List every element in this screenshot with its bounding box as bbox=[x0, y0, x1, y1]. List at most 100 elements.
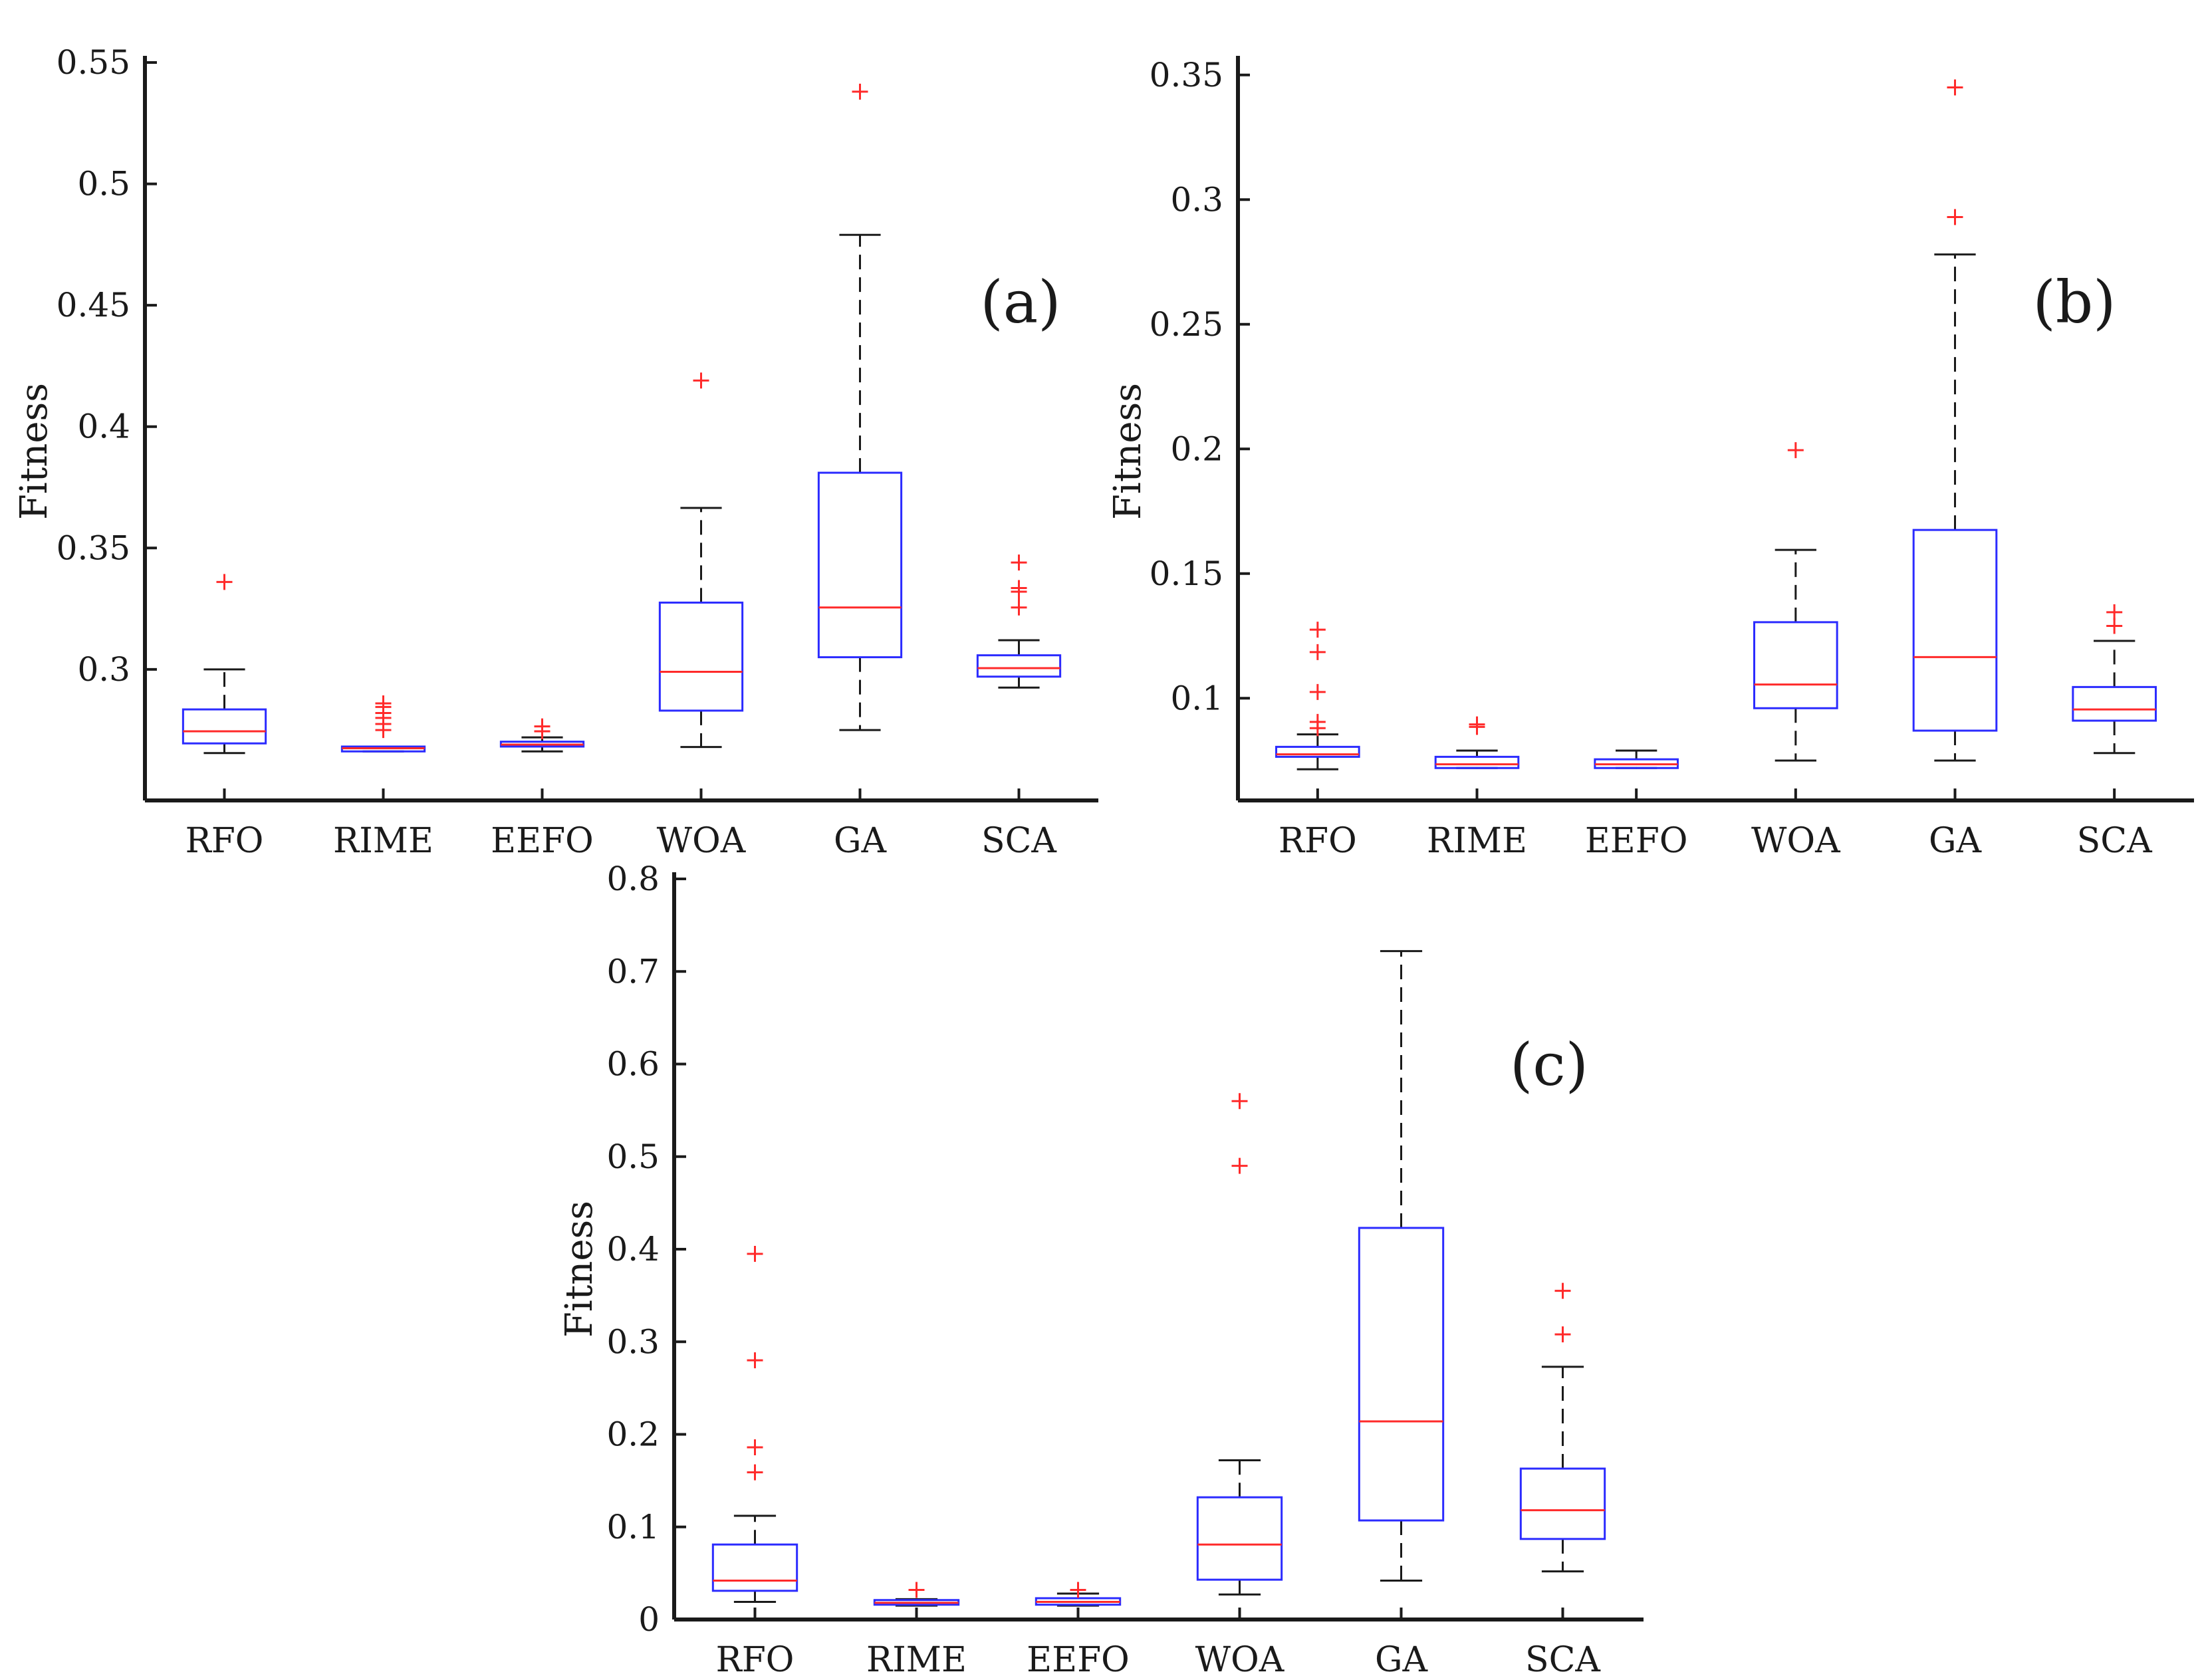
box-eefo bbox=[1594, 749, 1679, 769]
y-axis-label: Fitness bbox=[558, 1201, 601, 1338]
y-tick-label: 0.35 bbox=[1150, 56, 1223, 94]
panel-b: 0.1 0.15 0.2 0.25 0.3 0.35 Fitness (b) RFO RIME EE… bbox=[1106, 56, 2194, 861]
box-rfo bbox=[182, 574, 267, 755]
outlier-marker bbox=[1231, 1157, 1248, 1174]
x-tick-label: WOA bbox=[1195, 1640, 1285, 1680]
outlier-marker bbox=[747, 1439, 763, 1455]
x-tick-label: WOA bbox=[1751, 821, 1841, 861]
y-tick-label: 0.1 bbox=[1170, 679, 1223, 717]
outlier-marker bbox=[747, 1464, 763, 1481]
outlier-marker bbox=[1309, 622, 1326, 638]
y-tick-label: 0.45 bbox=[57, 286, 130, 324]
outlier-marker bbox=[1231, 1093, 1248, 1110]
iqr-box bbox=[1358, 1227, 1445, 1522]
x-tick-label: RIME bbox=[1427, 821, 1527, 861]
y-axis-label: Fitness bbox=[13, 383, 56, 520]
box-rfo bbox=[711, 1245, 798, 1604]
box-rime bbox=[340, 695, 426, 753]
outlier-marker bbox=[534, 718, 550, 735]
iqr-box bbox=[1912, 529, 1998, 732]
box-ga bbox=[817, 83, 903, 731]
x-tick-label: RFO bbox=[716, 1640, 795, 1680]
box-woa bbox=[658, 372, 744, 749]
iqr-box bbox=[1196, 1496, 1283, 1581]
panel-label: (b) bbox=[2033, 268, 2116, 336]
outlier-marker bbox=[908, 1582, 925, 1598]
outlier-marker bbox=[1554, 1282, 1571, 1299]
y-tick-label: 0.3 bbox=[1170, 180, 1223, 219]
box-rime bbox=[1434, 716, 1520, 769]
y-tick-label: 0.7 bbox=[606, 952, 660, 991]
outlier-marker bbox=[375, 695, 392, 711]
box-eefo bbox=[1035, 1582, 1122, 1607]
iqr-box bbox=[711, 1543, 798, 1592]
outlier-marker bbox=[1011, 580, 1027, 596]
y-tick-label: 0.3 bbox=[606, 1322, 660, 1361]
x-tick-label: GA bbox=[1929, 821, 1983, 861]
outlier-marker bbox=[1787, 442, 1804, 459]
panel-label: (c) bbox=[1510, 1030, 1588, 1099]
outlier-marker bbox=[693, 372, 709, 389]
outlier-marker bbox=[747, 1352, 763, 1369]
box-ga bbox=[1912, 79, 1998, 762]
outlier-marker bbox=[1309, 644, 1326, 660]
x-tick-label: SCA bbox=[2077, 821, 2153, 861]
x-tick-label: RIME bbox=[333, 821, 433, 861]
outlier-marker bbox=[1011, 599, 1027, 616]
x-tick-label: EEFO bbox=[491, 821, 594, 861]
box-sca bbox=[1519, 1282, 1606, 1573]
box-eefo bbox=[499, 718, 585, 753]
x-tick-label: WOA bbox=[657, 821, 747, 861]
outlier-marker bbox=[852, 83, 868, 100]
box-sca bbox=[2072, 604, 2157, 755]
x-tick-label: GA bbox=[834, 821, 888, 861]
y-tick-label: 0.5 bbox=[606, 1138, 660, 1176]
panel-label: (a) bbox=[980, 268, 1060, 336]
outlier-marker bbox=[1309, 713, 1326, 730]
x-tick-label: SCA bbox=[1525, 1640, 1601, 1680]
outlier-marker bbox=[1469, 716, 1485, 733]
x-tick-label: RFO bbox=[185, 821, 264, 861]
y-tick-label: 0.3 bbox=[77, 650, 130, 689]
iqr-box bbox=[1519, 1467, 1606, 1540]
y-tick-label: 0.55 bbox=[57, 43, 130, 82]
iqr-box bbox=[182, 708, 267, 745]
y-tick-label: 0.35 bbox=[57, 529, 130, 567]
y-tick-label: 0.8 bbox=[606, 860, 660, 898]
box-woa bbox=[1753, 442, 1838, 762]
iqr-box bbox=[1753, 621, 1838, 709]
outlier-marker bbox=[1947, 79, 1963, 96]
y-tick-label: 0.4 bbox=[77, 408, 130, 446]
y-tick-label: 0.1 bbox=[606, 1508, 660, 1546]
y-tick-label: 0.4 bbox=[606, 1230, 660, 1268]
outlier-marker bbox=[1554, 1326, 1571, 1343]
y-tick-label: 0.2 bbox=[1170, 429, 1223, 468]
iqr-box bbox=[1275, 745, 1360, 758]
panel-c: 0 0.1 0.2 0.3 0.4 0.5 0.6 0.7 0.8 Fitness (c) RFO RI… bbox=[558, 860, 1644, 1680]
outlier-marker bbox=[1011, 554, 1027, 571]
x-tick-label: GA bbox=[1375, 1640, 1429, 1680]
box-ga bbox=[1358, 950, 1445, 1582]
box-rime bbox=[873, 1582, 960, 1607]
outlier-marker bbox=[1070, 1582, 1086, 1598]
iqr-box bbox=[2072, 685, 2157, 722]
iqr-box bbox=[1434, 755, 1520, 769]
x-tick-label: RFO bbox=[1279, 821, 1357, 861]
y-tick-label: 0.6 bbox=[606, 1045, 660, 1084]
y-tick-label: 0.15 bbox=[1150, 554, 1223, 593]
outlier-marker bbox=[2106, 618, 2123, 634]
outlier-marker bbox=[1947, 209, 1963, 225]
iqr-box bbox=[976, 654, 1062, 678]
x-tick-label: SCA bbox=[981, 821, 1057, 861]
x-tick-label: EEFO bbox=[1585, 821, 1688, 861]
box-sca bbox=[976, 554, 1062, 689]
y-tick-label: 0 bbox=[638, 1600, 660, 1639]
box-woa bbox=[1196, 1093, 1283, 1596]
box-rfo bbox=[1275, 622, 1360, 771]
iqr-box bbox=[658, 601, 744, 712]
outlier-marker bbox=[1309, 683, 1326, 700]
y-tick-label: 0.25 bbox=[1150, 305, 1223, 344]
y-tick-label: 0.2 bbox=[606, 1415, 660, 1454]
outlier-marker bbox=[2106, 604, 2123, 620]
